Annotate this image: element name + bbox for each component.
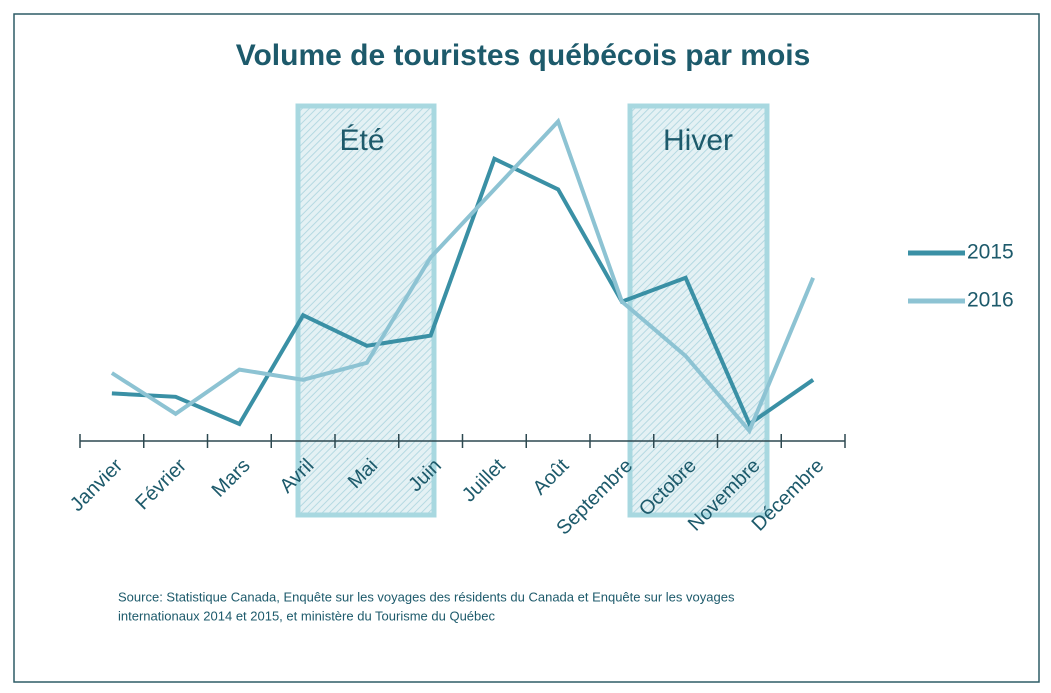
x-tick-label: Mars xyxy=(208,455,255,502)
annotation: Été xyxy=(339,124,384,157)
chart-title: Volume de touristes québécois par mois xyxy=(236,39,811,72)
source: internationaux 2014 et 2015, et ministèr… xyxy=(118,608,496,623)
line-series xyxy=(111,156,815,428)
x-tick-label: Juillet xyxy=(458,454,510,506)
source: Source: Statistique Canada, Enquête sur … xyxy=(118,589,735,604)
annotation: Hiver xyxy=(663,124,733,157)
line-series xyxy=(110,117,815,435)
legend-label: 2016 xyxy=(967,289,1014,312)
x-tick-label: Février xyxy=(131,454,191,514)
frame xyxy=(13,13,1040,683)
x-tick-label: Août xyxy=(529,454,574,499)
x-tick-label: Janvier xyxy=(66,454,127,515)
summer-box xyxy=(295,103,437,518)
legend-label: 2015 xyxy=(967,241,1014,264)
